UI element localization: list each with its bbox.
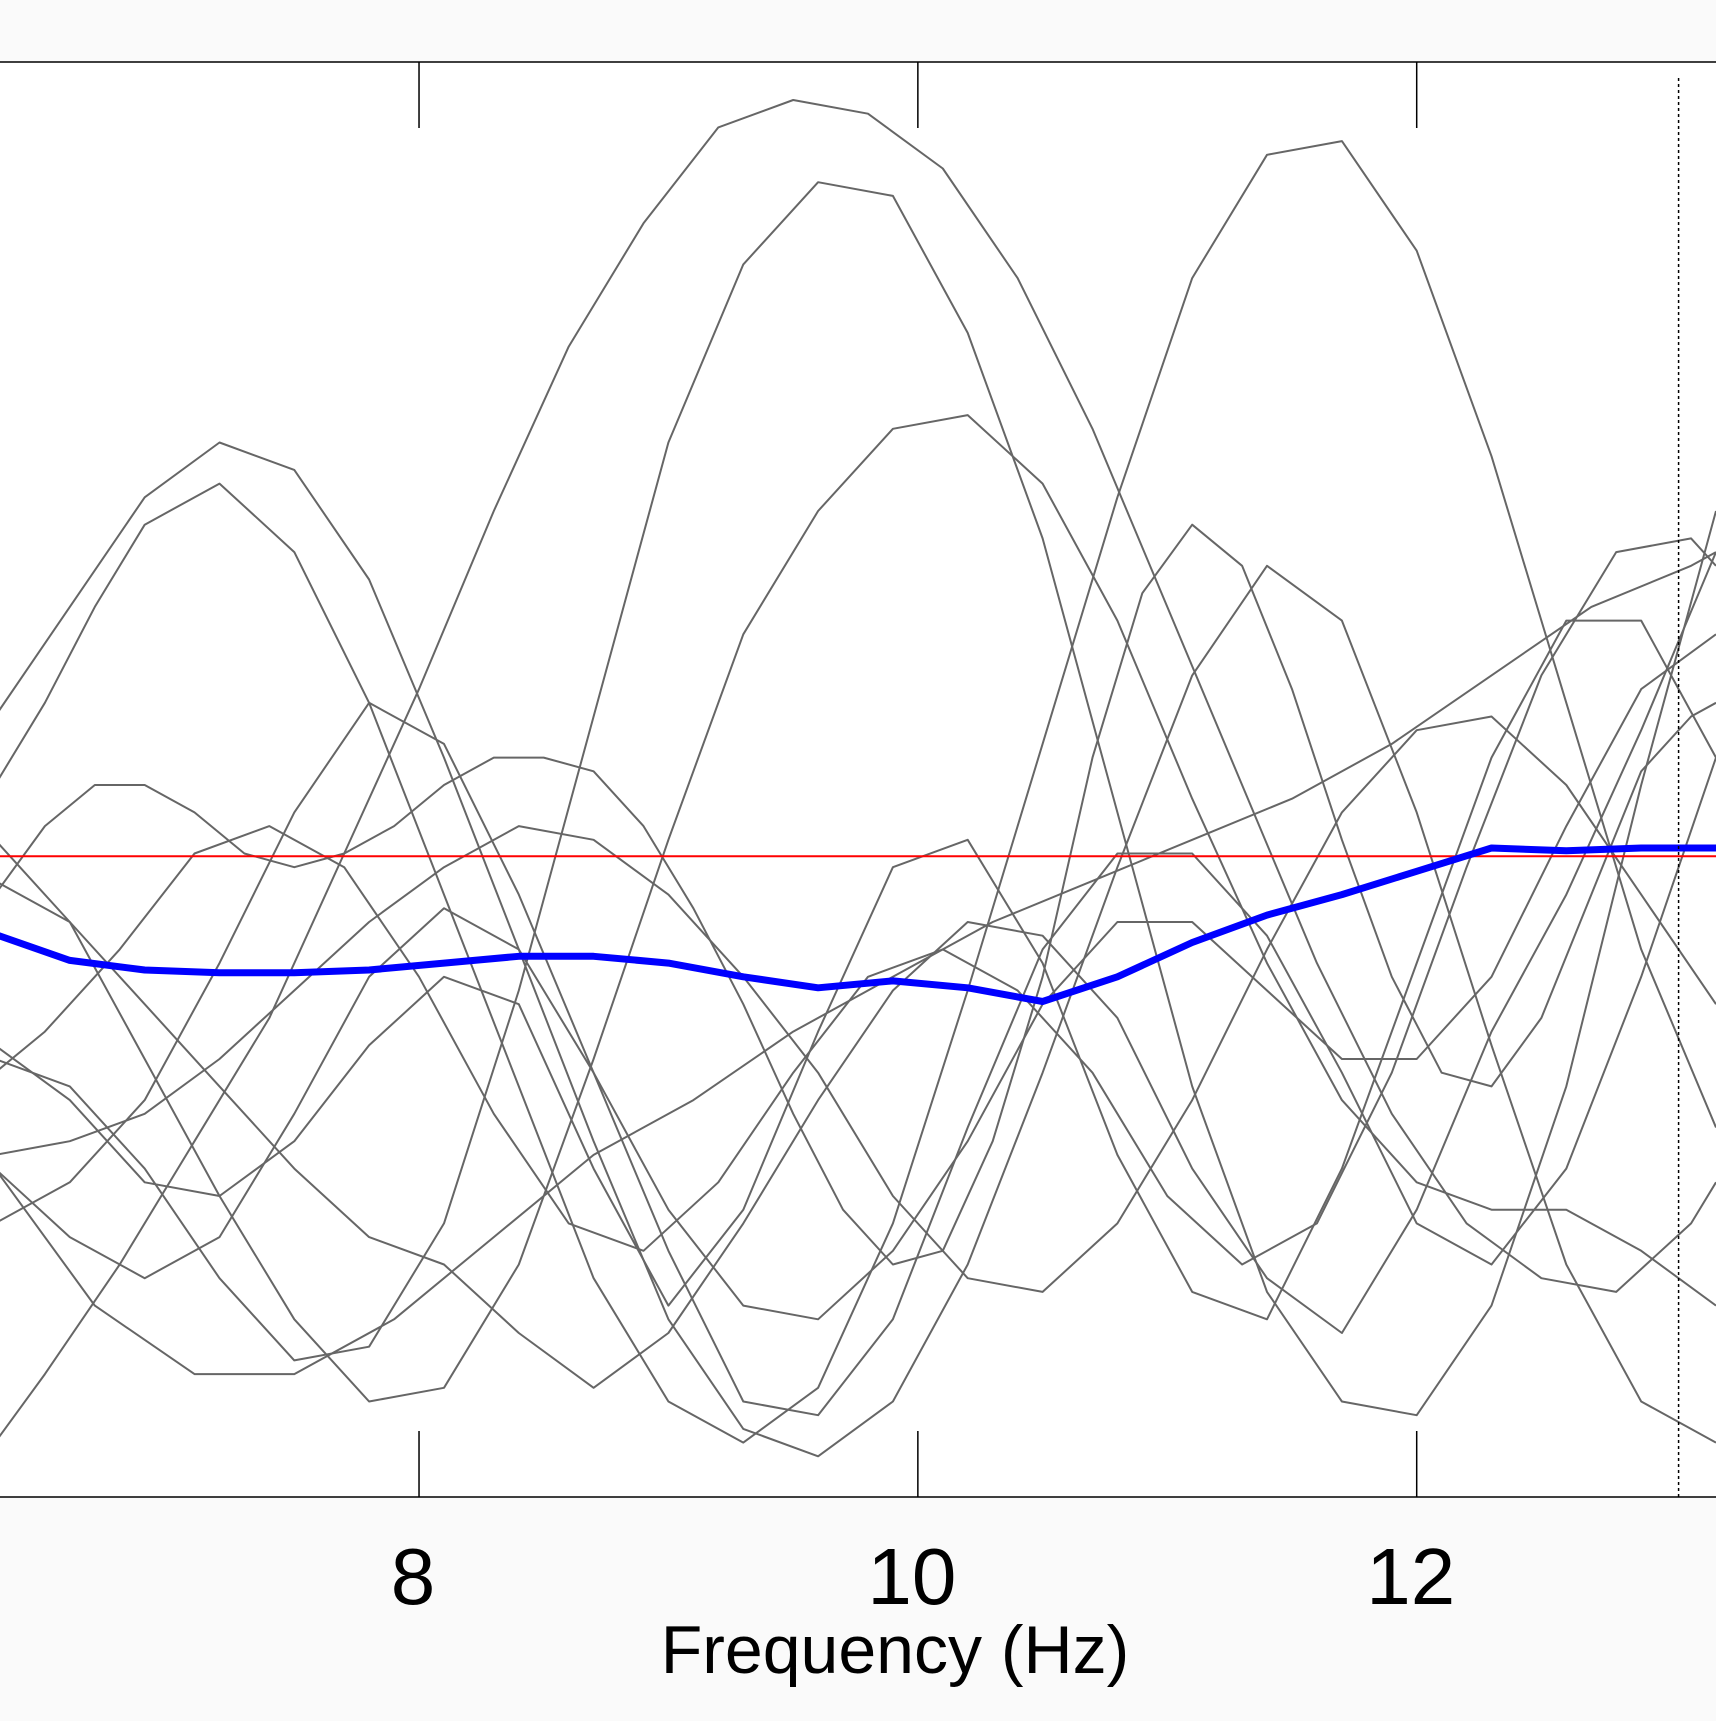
series-individual-line-10 [0,551,1716,1376]
series-individual-line-8 [0,633,1716,1321]
series-individual-line-9 [0,715,1716,1293]
series-individual-line-13 [0,414,1716,1403]
series-individual-line-6 [0,537,1716,1266]
series-individual-line-5 [0,523,1716,1266]
series-mean-line [0,844,1716,1005]
x-tick-label-8: 8 [391,1532,436,1621]
plot-area-background [0,62,1716,1497]
series-individual-line-4 [0,181,1716,1417]
series-layer [0,99,1716,1458]
series-individual-line-3 [0,140,1716,1444]
x-tick-label-10: 10 [867,1532,956,1621]
series-individual-line-7 [0,701,1716,1417]
ticks-layer: 8 10 12 [391,62,1680,1621]
series-individual-line-1 [0,99,1716,1438]
x-tick-label-12: 12 [1366,1532,1455,1621]
x-axis-label: Frequency (Hz) [661,1612,1130,1688]
axes-layer [0,61,1716,1498]
series-individual-line-11 [0,619,1716,1321]
series-individual-line-2 [0,441,1716,1458]
series-individual-line-12 [0,551,1716,1389]
